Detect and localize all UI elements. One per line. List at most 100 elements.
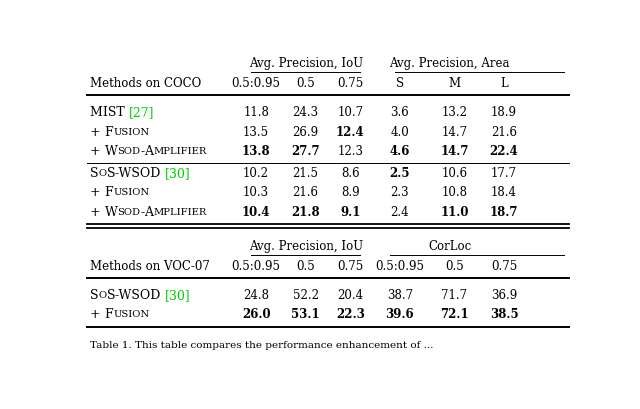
Text: MIST: MIST [90,106,129,119]
Text: 18.7: 18.7 [490,205,518,218]
Text: 24.8: 24.8 [243,288,269,301]
Text: Avg. Precision, IoU: Avg. Precision, IoU [248,57,363,70]
Text: 10.7: 10.7 [337,106,364,119]
Text: A: A [145,145,154,158]
Text: 18.4: 18.4 [491,186,517,199]
Text: 14.7: 14.7 [440,145,468,158]
Text: 0.5: 0.5 [445,260,464,273]
Text: 10.2: 10.2 [243,166,269,179]
Text: 0.5: 0.5 [296,260,315,273]
Text: 0.75: 0.75 [337,77,364,90]
Text: L: L [500,77,508,90]
Text: F: F [104,308,113,321]
Text: 21.5: 21.5 [292,166,319,179]
Text: -: - [140,145,145,158]
Text: 21.6: 21.6 [292,186,319,199]
Text: 11.0: 11.0 [440,205,468,218]
Text: 0.75: 0.75 [491,260,517,273]
Text: +: + [90,125,104,138]
Text: S: S [396,77,404,90]
Text: 13.2: 13.2 [442,106,467,119]
Text: 24.3: 24.3 [292,106,319,119]
Text: 0.5:0.95: 0.5:0.95 [232,77,280,90]
Text: SOD: SOD [117,147,140,156]
Text: 38.7: 38.7 [387,288,413,301]
Text: A: A [145,205,154,218]
Text: 52.2: 52.2 [292,288,319,301]
Text: Avg. Precision, IoU: Avg. Precision, IoU [248,239,363,252]
Text: F: F [104,186,113,199]
Text: S: S [106,288,115,301]
Text: 22.3: 22.3 [336,308,365,321]
Text: 53.1: 53.1 [291,308,320,321]
Text: O: O [99,290,106,299]
Text: S: S [106,166,115,179]
Text: 26.0: 26.0 [242,308,270,321]
Text: 0.75: 0.75 [337,260,364,273]
Text: [30]: [30] [164,288,190,301]
Text: 22.4: 22.4 [490,145,518,158]
Text: 10.6: 10.6 [442,166,468,179]
Text: 13.5: 13.5 [243,125,269,138]
Text: Avg. Precision, Area: Avg. Precision, Area [389,57,510,70]
Text: 72.1: 72.1 [440,308,468,321]
Text: 14.7: 14.7 [442,125,468,138]
Text: SOD: SOD [117,207,140,216]
Text: +: + [90,186,104,199]
Text: O: O [99,169,106,178]
Text: 36.9: 36.9 [491,288,517,301]
Text: MPLIFIER: MPLIFIER [154,147,207,156]
Text: S: S [90,166,99,179]
Text: 17.7: 17.7 [491,166,517,179]
Text: 38.5: 38.5 [490,308,518,321]
Text: W: W [104,145,117,158]
Text: +: + [90,205,104,218]
Text: Methods on COCO: Methods on COCO [90,77,201,90]
Text: [27]: [27] [129,106,154,119]
Text: 8.9: 8.9 [341,186,360,199]
Text: 21.8: 21.8 [291,205,320,218]
Text: 0.5: 0.5 [296,77,315,90]
Text: 10.8: 10.8 [442,186,467,199]
Text: 71.7: 71.7 [442,288,468,301]
Text: USION: USION [113,188,149,197]
Text: USION: USION [113,310,149,319]
Text: 8.6: 8.6 [341,166,360,179]
Text: 27.7: 27.7 [291,145,320,158]
Text: 11.8: 11.8 [243,106,269,119]
Text: -WSOD: -WSOD [115,288,164,301]
Text: MPLIFIER: MPLIFIER [154,207,207,216]
Text: 26.9: 26.9 [292,125,319,138]
Text: USION: USION [113,127,149,136]
Text: 4.0: 4.0 [390,125,410,138]
Text: F: F [104,125,113,138]
Text: CorLoc: CorLoc [428,239,471,252]
Text: 0.5:0.95: 0.5:0.95 [376,260,424,273]
Text: 2.4: 2.4 [390,205,409,218]
Text: 0.5:0.95: 0.5:0.95 [232,260,280,273]
Text: -WSOD: -WSOD [115,166,164,179]
Text: 2.3: 2.3 [390,186,409,199]
Text: 12.3: 12.3 [337,145,364,158]
Text: W: W [104,205,117,218]
Text: Table 1. This table compares the performance enhancement of ...: Table 1. This table compares the perform… [90,340,433,349]
Text: 12.4: 12.4 [336,125,365,138]
Text: 3.6: 3.6 [390,106,410,119]
Text: 13.8: 13.8 [242,145,270,158]
Text: 39.6: 39.6 [386,308,414,321]
Text: 18.9: 18.9 [491,106,517,119]
Text: 9.1: 9.1 [340,205,360,218]
Text: [30]: [30] [164,166,190,179]
Text: +: + [90,145,104,158]
Text: 20.4: 20.4 [337,288,364,301]
Text: 21.6: 21.6 [491,125,517,138]
Text: +: + [90,308,104,321]
Text: S: S [90,288,99,301]
Text: Methods on VOC-07: Methods on VOC-07 [90,260,210,273]
Text: 4.6: 4.6 [390,145,410,158]
Text: 10.4: 10.4 [242,205,270,218]
Text: 2.5: 2.5 [390,166,410,179]
Text: -: - [140,205,145,218]
Text: M: M [449,77,461,90]
Text: 10.3: 10.3 [243,186,269,199]
